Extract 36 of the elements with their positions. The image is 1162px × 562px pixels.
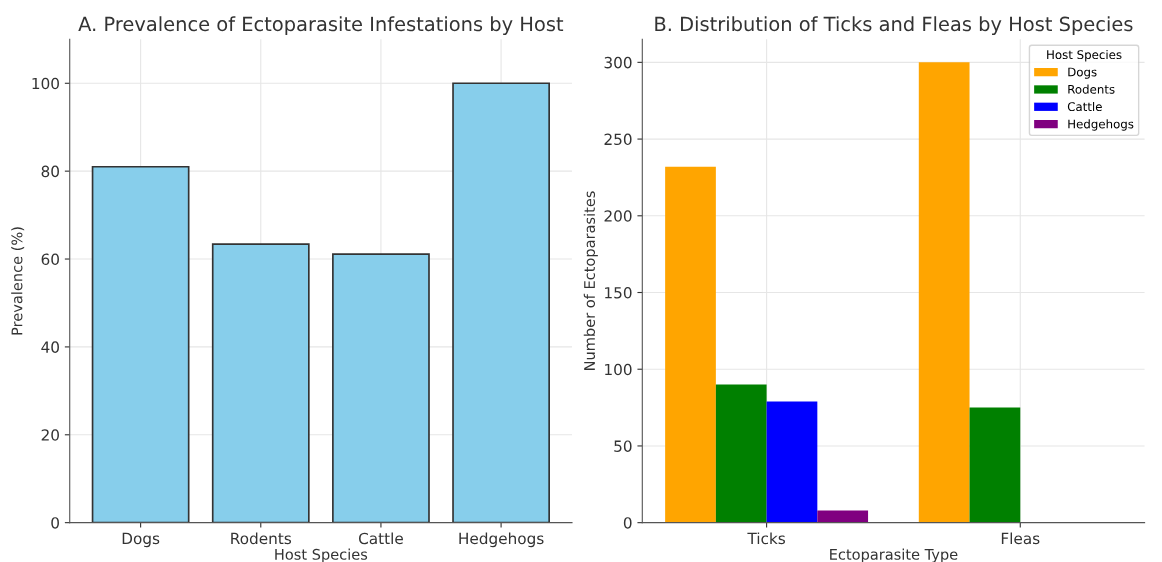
y-tick-label: 20 [41,429,59,441]
x-tick-label: Hedgehogs [459,532,544,548]
legend-label: Dogs [1068,67,1097,79]
y-tick-label: 0 [51,517,59,529]
bar [665,166,716,523]
x-tick-label: Cattle [358,532,403,545]
y-tick-label: 200 [604,210,632,222]
y-tick-label: 150 [605,286,632,299]
chart-title: B. Distribution of Ticks and Fleas by Host Species [655,16,1133,36]
x-tick-label: Dogs [122,532,160,548]
chart-title: A. Prevalence of Ectoparasite Infestations by Host [78,16,564,36]
y-tick-label: 80 [41,165,59,178]
x-tick-label: Fleas [1001,532,1040,545]
legend-title: Host Species [1047,49,1122,62]
bar [969,407,1021,523]
legend-label: Cattle [1067,101,1102,112]
y-tick-label: 250 [604,133,632,146]
x-tick-label: Ticks [747,532,786,545]
y-axis-title: Prevalence (%) [11,227,25,335]
y-tick-label: 300 [604,56,632,69]
y-axis-title: Number of Ectoparasites [583,191,598,370]
x-tick-label: Rodents [231,532,292,545]
legend-label: Hedgehogs [1068,119,1134,131]
bar [817,510,869,523]
y-tick-label: 60 [41,253,59,266]
legend-label: Rodents [1068,84,1115,94]
x-axis-title: Host Species [275,548,368,562]
x-axis-title: Ectoparasite Type [830,548,958,562]
y-tick-label: 40 [41,341,59,353]
bar [918,62,970,523]
y-tick-label: 100 [605,363,632,376]
bar [715,384,767,523]
y-tick-label: 50 [614,440,632,452]
y-tick-label: 100 [32,77,59,90]
bar [766,401,818,523]
y-tick-label: 0 [623,517,632,529]
